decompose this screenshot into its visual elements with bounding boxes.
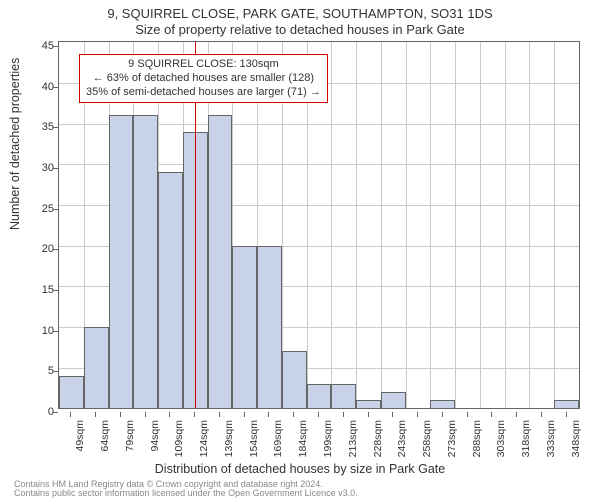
- histogram-bar: [232, 246, 257, 409]
- y-tick-label: 45: [14, 40, 54, 52]
- histogram-bar: [84, 327, 109, 408]
- histogram-bar: [356, 400, 381, 408]
- attribution: Contains HM Land Registry data © Crown c…: [14, 480, 358, 498]
- gridline-v: [455, 42, 456, 408]
- chart-container: 9, SQUIRREL CLOSE, PARK GATE, SOUTHAMPTO…: [0, 0, 600, 500]
- y-tick-label: 5: [14, 365, 54, 377]
- x-tick-mark: [268, 412, 269, 417]
- histogram-bar: [554, 400, 579, 408]
- plot-area: 9 SQUIRREL CLOSE: 130sqm← 63% of detache…: [58, 41, 580, 409]
- x-tick-mark: [343, 412, 344, 417]
- title-main: 9, SQUIRREL CLOSE, PARK GATE, SOUTHAMPTO…: [0, 6, 600, 22]
- x-tick-mark: [120, 412, 121, 417]
- y-tick-mark: [53, 412, 58, 413]
- x-tick-mark: [417, 412, 418, 417]
- x-tick-mark: [491, 412, 492, 417]
- x-tick-mark: [392, 412, 393, 417]
- x-tick-mark: [541, 412, 542, 417]
- x-axis-label: Distribution of detached houses by size …: [0, 462, 600, 476]
- gridline-v: [480, 42, 481, 408]
- histogram-bar: [257, 246, 282, 409]
- histogram-bar: [158, 172, 183, 408]
- x-tick-mark: [516, 412, 517, 417]
- y-tick-label: 25: [14, 203, 54, 215]
- histogram-bar: [109, 115, 134, 408]
- gridline-v: [331, 42, 332, 408]
- histogram-bar: [307, 384, 332, 408]
- x-tick-mark: [566, 412, 567, 417]
- x-tick-mark: [219, 412, 220, 417]
- y-tick-label: 30: [14, 162, 54, 174]
- gridline-v: [381, 42, 382, 408]
- y-tick-label: 0: [14, 406, 54, 418]
- x-tick-mark: [318, 412, 319, 417]
- gridline-v: [529, 42, 530, 408]
- gridline-v: [406, 42, 407, 408]
- gridline-v: [554, 42, 555, 408]
- histogram-bar: [133, 115, 158, 408]
- x-tick-mark: [368, 412, 369, 417]
- callout-line: 35% of semi-detached houses are larger (…: [86, 86, 321, 100]
- gridline-v: [356, 42, 357, 408]
- x-tick-mark: [293, 412, 294, 417]
- y-tick-label: 10: [14, 325, 54, 337]
- gridline-v: [430, 42, 431, 408]
- x-tick-mark: [467, 412, 468, 417]
- x-tick-mark: [95, 412, 96, 417]
- x-tick-mark: [244, 412, 245, 417]
- histogram-bar: [282, 351, 307, 408]
- x-tick-mark: [194, 412, 195, 417]
- y-tick-label: 20: [14, 243, 54, 255]
- histogram-bar: [331, 384, 356, 408]
- y-tick-label: 15: [14, 284, 54, 296]
- x-tick-mark: [169, 412, 170, 417]
- histogram-bar: [381, 392, 406, 408]
- x-tick-mark: [442, 412, 443, 417]
- histogram-bar: [59, 376, 84, 409]
- callout-line: ← 63% of detached houses are smaller (12…: [86, 72, 321, 86]
- title-sub: Size of property relative to detached ho…: [0, 22, 600, 38]
- titles: 9, SQUIRREL CLOSE, PARK GATE, SOUTHAMPTO…: [0, 0, 600, 37]
- histogram-bar: [430, 400, 455, 408]
- histogram-bar: [208, 115, 233, 408]
- callout-box: 9 SQUIRREL CLOSE: 130sqm← 63% of detache…: [79, 54, 328, 103]
- x-tick-mark: [70, 412, 71, 417]
- y-tick-label: 40: [14, 81, 54, 93]
- gridline-v: [505, 42, 506, 408]
- x-tick-mark: [145, 412, 146, 417]
- attribution-line: Contains public sector information licen…: [14, 489, 358, 498]
- y-tick-label: 35: [14, 121, 54, 133]
- callout-line: 9 SQUIRREL CLOSE: 130sqm: [86, 58, 321, 72]
